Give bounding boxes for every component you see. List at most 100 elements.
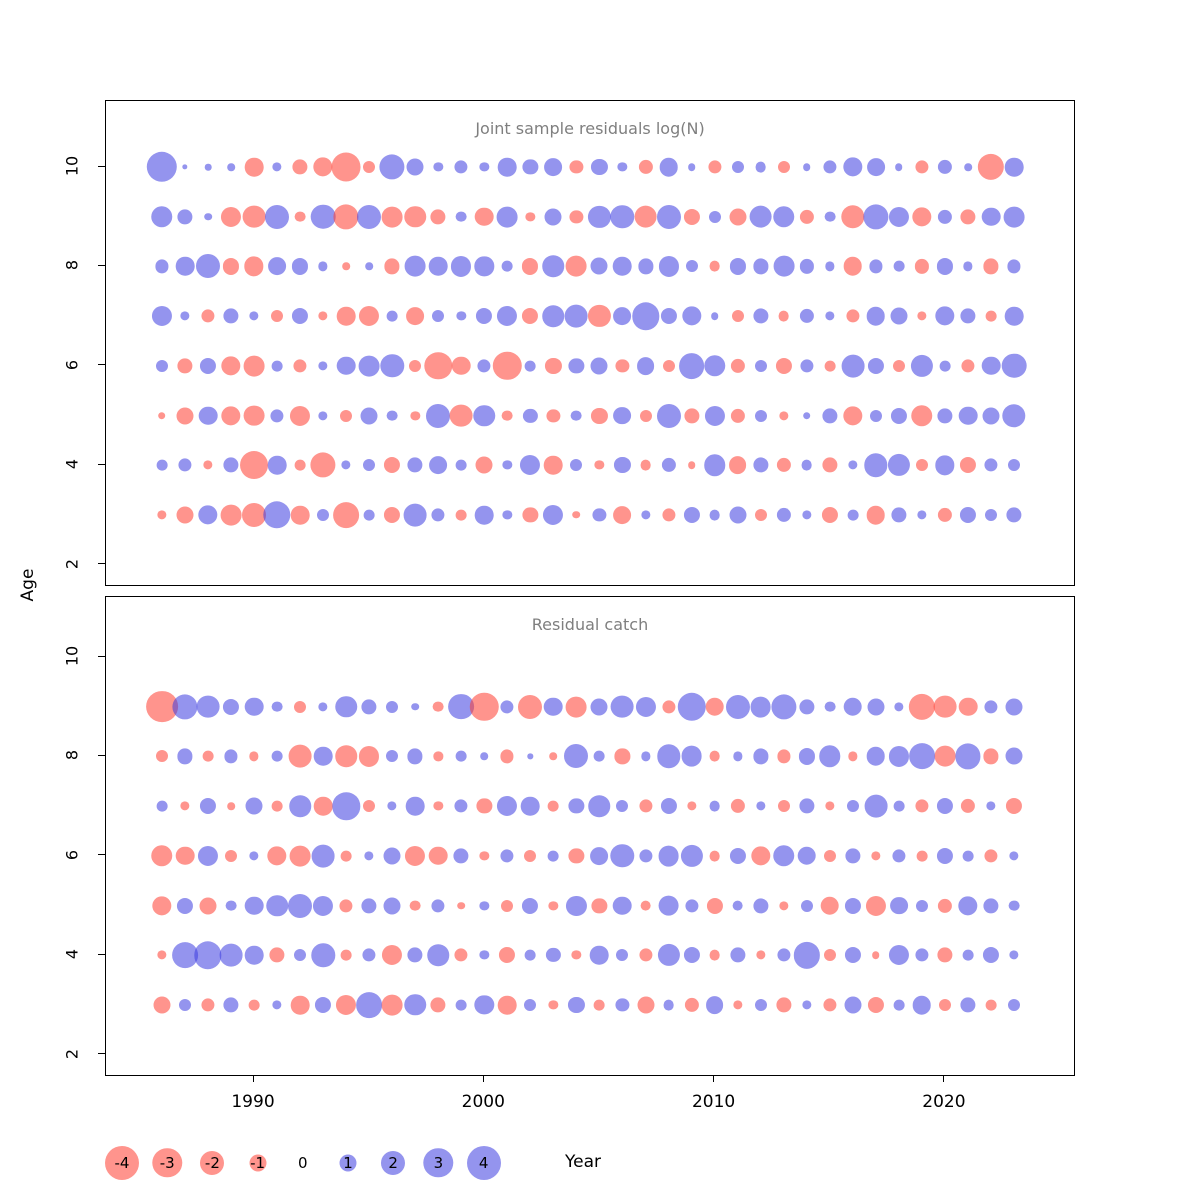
bubble bbox=[984, 458, 998, 472]
bubble bbox=[1001, 353, 1027, 379]
bubble bbox=[244, 945, 264, 965]
bubble bbox=[310, 204, 336, 229]
bubble bbox=[543, 504, 564, 525]
bubble bbox=[406, 158, 424, 176]
bubble bbox=[333, 204, 359, 230]
bubble bbox=[984, 700, 998, 714]
bubble bbox=[432, 701, 444, 713]
bubble bbox=[823, 998, 837, 1012]
bubble bbox=[981, 356, 1001, 376]
bubble bbox=[753, 748, 769, 764]
bubble bbox=[893, 261, 905, 272]
bubble bbox=[661, 508, 676, 522]
bubble bbox=[844, 897, 861, 914]
bubble bbox=[340, 850, 352, 862]
bubble bbox=[895, 163, 903, 171]
bubble bbox=[687, 461, 696, 469]
bubble bbox=[294, 949, 307, 962]
bubble bbox=[241, 502, 267, 527]
bubble bbox=[227, 163, 235, 171]
bubble bbox=[318, 311, 328, 321]
bubble bbox=[936, 798, 953, 815]
bubble bbox=[407, 947, 423, 963]
bubble bbox=[172, 942, 198, 969]
bubble bbox=[638, 948, 653, 962]
bubble bbox=[291, 258, 309, 275]
y-tick-label: 6 bbox=[62, 359, 82, 370]
legend-bubble bbox=[249, 1154, 267, 1172]
bubble bbox=[772, 205, 795, 228]
bubble bbox=[430, 209, 446, 225]
bubble bbox=[963, 261, 973, 272]
bubble bbox=[318, 410, 328, 421]
bubble bbox=[318, 361, 328, 371]
bubble bbox=[958, 697, 978, 716]
bubble bbox=[244, 256, 264, 277]
bubble bbox=[771, 694, 797, 720]
bubble bbox=[176, 897, 193, 914]
bubble bbox=[799, 798, 815, 814]
bubble bbox=[197, 845, 218, 866]
bubble bbox=[613, 406, 632, 425]
bubble bbox=[363, 459, 376, 472]
bubble bbox=[456, 311, 466, 321]
bubble bbox=[479, 900, 489, 911]
bubble bbox=[981, 207, 1001, 226]
bubble bbox=[638, 159, 653, 175]
bubble bbox=[474, 995, 494, 1015]
bubble bbox=[824, 360, 836, 372]
bubble bbox=[272, 162, 282, 172]
bubble bbox=[270, 408, 284, 423]
bubble bbox=[386, 750, 399, 763]
bubble bbox=[613, 257, 632, 276]
bubble bbox=[546, 408, 560, 423]
bubble bbox=[223, 457, 239, 473]
bubble bbox=[384, 506, 401, 523]
bubble bbox=[938, 998, 951, 1011]
bubble bbox=[501, 261, 513, 272]
bubble bbox=[155, 359, 168, 372]
bubble bbox=[407, 457, 423, 473]
bubble bbox=[249, 311, 259, 321]
bubble bbox=[594, 751, 605, 762]
bubble bbox=[912, 207, 932, 227]
bubble bbox=[524, 998, 537, 1011]
bubble bbox=[939, 360, 951, 372]
legend-bubble bbox=[152, 1148, 182, 1178]
bubble bbox=[754, 409, 767, 422]
bubble bbox=[290, 505, 310, 525]
bubble bbox=[568, 798, 585, 814]
bubble bbox=[683, 208, 700, 225]
legend-label: 4 bbox=[478, 1154, 489, 1172]
bubble bbox=[636, 356, 655, 375]
bubble bbox=[202, 751, 214, 762]
bubble bbox=[848, 460, 858, 470]
bubble bbox=[476, 798, 492, 814]
bubble bbox=[729, 258, 746, 275]
bubble bbox=[178, 998, 191, 1011]
bubble bbox=[455, 459, 467, 471]
bubble bbox=[591, 158, 608, 176]
bubble bbox=[546, 948, 561, 963]
bubble bbox=[937, 407, 953, 424]
bubble bbox=[524, 360, 536, 372]
bubble bbox=[313, 747, 333, 766]
bubble bbox=[362, 948, 376, 962]
bubble bbox=[801, 459, 813, 471]
bubble bbox=[386, 700, 399, 713]
bubble bbox=[890, 307, 908, 325]
bubble bbox=[847, 509, 859, 521]
bubble bbox=[544, 158, 563, 176]
bubble bbox=[824, 701, 836, 713]
x-tick-label: 2010 bbox=[691, 1092, 736, 1112]
bubble bbox=[730, 947, 746, 963]
bubble bbox=[777, 160, 790, 174]
bubble bbox=[955, 743, 981, 769]
bubble bbox=[709, 509, 720, 521]
bubble bbox=[473, 404, 496, 427]
bubble bbox=[686, 801, 697, 811]
y-tick-label: 2 bbox=[62, 1048, 82, 1059]
bubble bbox=[1009, 851, 1019, 861]
bubble bbox=[431, 508, 445, 522]
panel-residual-catch: Residual catch bbox=[105, 596, 1075, 1076]
